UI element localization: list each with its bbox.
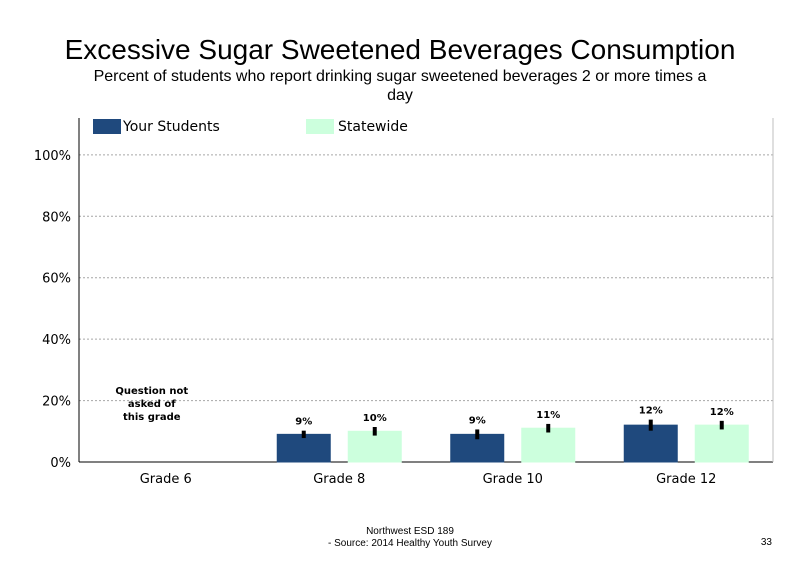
legend-swatch-your-students bbox=[93, 119, 121, 134]
chart-title: Excessive Sugar Sweetened Beverages Cons… bbox=[64, 34, 736, 65]
y-tick-label: 80% bbox=[42, 210, 71, 225]
page-number: 33 bbox=[760, 537, 772, 548]
y-tick-label: 100% bbox=[34, 149, 71, 164]
data-label: 9% bbox=[295, 417, 312, 428]
annotation-not-asked: Question not bbox=[115, 386, 188, 397]
annotation-not-asked: asked of bbox=[128, 399, 176, 410]
data-label: 9% bbox=[469, 415, 486, 426]
footer-org: Northwest ESD 189 bbox=[366, 526, 454, 537]
bar bbox=[276, 433, 331, 463]
legend-swatch-statewide bbox=[306, 119, 334, 134]
x-tick-label: Grade 6 bbox=[140, 472, 192, 487]
data-label: 10% bbox=[363, 413, 387, 424]
bar bbox=[623, 424, 678, 463]
y-tick-label: 20% bbox=[42, 395, 71, 410]
data-label: 12% bbox=[710, 407, 734, 418]
y-tick-label: 60% bbox=[42, 272, 71, 287]
legend-label-your-students: Your Students bbox=[123, 119, 220, 135]
footer-source: - Source: 2014 Healthy Youth Survey bbox=[328, 538, 492, 549]
x-tick-label: Grade 12 bbox=[656, 472, 716, 487]
chart-subtitle: Percent of students who report drinking … bbox=[93, 68, 707, 104]
data-label: 11% bbox=[536, 410, 560, 421]
data-label: 12% bbox=[639, 406, 663, 417]
x-tick-label: Grade 10 bbox=[483, 472, 543, 487]
y-tick-label: 40% bbox=[42, 333, 71, 348]
x-tick-label: Grade 8 bbox=[313, 472, 365, 487]
bar bbox=[694, 424, 749, 463]
y-tick-label: 0% bbox=[50, 456, 71, 471]
bar bbox=[347, 430, 402, 463]
annotation-not-asked: this grade bbox=[123, 412, 181, 423]
legend-label-statewide: Statewide bbox=[338, 119, 408, 135]
bar bbox=[521, 427, 576, 463]
